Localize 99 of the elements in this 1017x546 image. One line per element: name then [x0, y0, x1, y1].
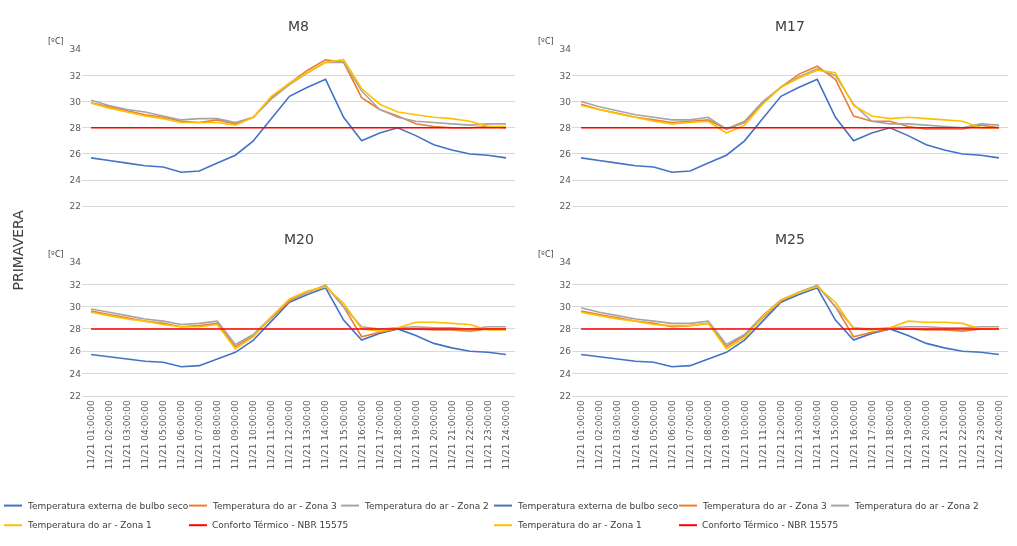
chart-title: M17	[775, 18, 805, 34]
x-tick-label: 11/21 12:00:00	[775, 399, 786, 470]
x-tick-label: 11/21 06:00:00	[666, 399, 677, 470]
y-tick-label: 24	[559, 175, 572, 186]
line-series	[90, 78, 507, 174]
y-tick-label: 30	[69, 96, 82, 107]
x-tick-label: 11/21 01:00:00	[85, 399, 96, 470]
y-tick-label: 26	[559, 149, 572, 160]
x-tick-label: 11/21 20:00:00	[428, 399, 439, 470]
x-tick-label: 11/21 04:00:00	[140, 399, 151, 470]
x-tick-label: 11/21 22:00:00	[464, 399, 475, 470]
x-tick-label: 11/21 07:00:00	[194, 399, 205, 470]
x-tick-label: 11/21 23:00:00	[482, 399, 493, 470]
x-tick-label: 11/21 02:00:00	[594, 399, 605, 470]
line-series	[90, 286, 507, 368]
y-tick-label: 24	[69, 175, 82, 186]
y-tick-label: 32	[69, 279, 81, 290]
y-tick-label: 24	[69, 368, 82, 379]
x-tick-label: 11/21 01:00:00	[576, 399, 587, 470]
x-tick-label: 11/21 11:00:00	[757, 399, 768, 470]
y-tick-label: 22	[69, 390, 81, 401]
x-tick-label: 11/21 20:00:00	[921, 399, 932, 470]
y-tick-label: 30	[559, 96, 572, 107]
x-tick-label: 11/21 05:00:00	[648, 399, 659, 470]
x-tick-label: 11/21 10:00:00	[248, 399, 259, 470]
x-tick-label: 11/21 21:00:00	[939, 399, 950, 470]
x-tick-label: 11/21 07:00:00	[685, 399, 696, 470]
legend-label: Conforto Térmico - NBR 15575	[212, 520, 349, 530]
x-tick-label: 11/21 19:00:00	[410, 399, 421, 470]
y-tick-label: 28	[559, 122, 572, 133]
y-tick-label: 34	[69, 257, 82, 268]
chart-title: M20	[284, 231, 314, 247]
x-tick-label: 11/21 05:00:00	[158, 399, 169, 470]
y-tick-label: 32	[559, 70, 571, 81]
y-tick-label: 22	[69, 201, 81, 212]
x-tick-label: 11/21 09:00:00	[721, 399, 732, 470]
x-tick-label: 11/21 08:00:00	[212, 399, 223, 470]
y-tick-label: 30	[559, 301, 572, 312]
y-axis-title: [ºC]	[48, 37, 64, 46]
y-tick-label: 30	[69, 301, 82, 312]
x-tick-label: 11/21 18:00:00	[392, 399, 403, 470]
x-tick-label: 11/21 03:00:00	[612, 399, 623, 470]
legend-label: Temperatura do ar - Zona 1	[27, 520, 152, 530]
line-series	[580, 286, 1000, 368]
x-tick-label: 11/21 13:00:00	[794, 399, 805, 470]
legend-label: Temperatura do ar - Zona 2	[364, 501, 489, 511]
y-tick-label: 22	[559, 201, 571, 212]
x-tick-label: 11/21 16:00:00	[356, 399, 367, 470]
y-tick-label: 34	[559, 44, 572, 55]
y-tick-label: 32	[559, 279, 571, 290]
y-tick-label: 26	[559, 346, 572, 357]
x-tick-label: 11/21 21:00:00	[446, 399, 457, 470]
x-tick-label: 11/21 17:00:00	[866, 399, 877, 470]
y-tick-label: 28	[559, 324, 572, 335]
x-tick-label: 11/21 18:00:00	[884, 399, 895, 470]
y-axis-title: [ºC]	[48, 250, 64, 259]
legend-label: Temperatura do ar - Zona 3	[702, 501, 827, 511]
y-tick-label: 34	[69, 44, 82, 55]
x-tick-label: 11/21 14:00:00	[812, 399, 823, 470]
chart-title: M25	[775, 231, 805, 247]
x-tick-label: 11/21 19:00:00	[903, 399, 914, 470]
y-tick-label: 22	[559, 390, 571, 401]
y-tick-label: 26	[69, 149, 82, 160]
y-tick-label: 32	[69, 70, 81, 81]
x-tick-label: 11/21 16:00:00	[848, 399, 859, 470]
y-tick-label: 24	[559, 368, 572, 379]
line-series	[580, 78, 1000, 174]
y-axis-title: [ºC]	[538, 250, 554, 259]
x-tick-label: 11/21 15:00:00	[830, 399, 841, 470]
x-tick-label: 11/21 06:00:00	[176, 399, 187, 470]
x-tick-label: 11/21 17:00:00	[374, 399, 385, 470]
x-tick-label: 11/21 13:00:00	[302, 399, 313, 470]
x-tick-label: 11/21 08:00:00	[703, 399, 714, 470]
legend-label: Temperatura do ar - Zona 2	[854, 501, 979, 511]
legend-label: Temperatura do ar - Zona 3	[212, 501, 337, 511]
x-tick-label: 11/21 15:00:00	[338, 399, 349, 470]
x-tick-label: 11/21 04:00:00	[630, 399, 641, 470]
legend-label: Temperatura externa de bulbo seco	[517, 501, 679, 511]
legend-label: Conforto Térmico - NBR 15575	[702, 520, 839, 530]
x-tick-label: 11/21 22:00:00	[957, 399, 968, 470]
x-tick-label: 11/21 14:00:00	[320, 399, 331, 470]
y-tick-label: 26	[69, 346, 82, 357]
x-tick-label: 11/21 10:00:00	[739, 399, 750, 470]
y-axis-title: [ºC]	[538, 37, 554, 46]
chart-title: M8	[288, 18, 309, 34]
x-tick-label: 11/21 23:00:00	[975, 399, 986, 470]
x-tick-label: 11/21 03:00:00	[122, 399, 133, 470]
legend-label: Temperatura do ar - Zona 1	[517, 520, 642, 530]
x-tick-label: 11/21 24:00:00	[500, 399, 511, 470]
x-tick-label: 11/21 12:00:00	[284, 399, 295, 470]
text: PRIMAVERA	[9, 209, 26, 291]
y-tick-label: 34	[559, 257, 572, 268]
x-tick-label: 11/21 09:00:00	[230, 399, 241, 470]
x-tick-label: 11/21 11:00:00	[266, 399, 277, 470]
x-tick-label: 11/21 02:00:00	[103, 399, 114, 470]
y-tick-label: 28	[69, 324, 82, 335]
y-tick-label: 28	[69, 122, 82, 133]
legend-label: Temperatura externa de bulbo seco	[27, 501, 189, 511]
x-tick-label: 11/21 24:00:00	[993, 399, 1004, 470]
